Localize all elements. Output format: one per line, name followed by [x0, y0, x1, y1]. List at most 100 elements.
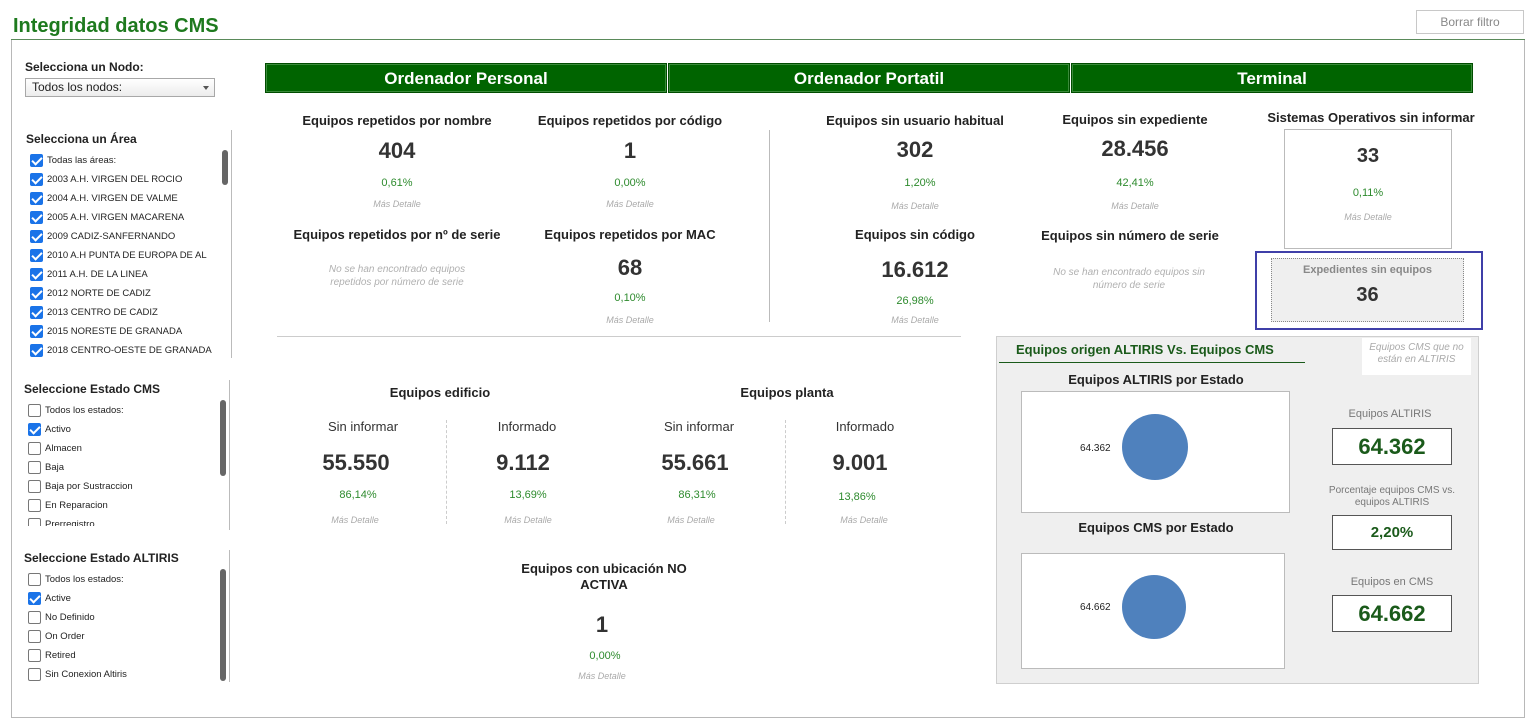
- checkbox-checked-icon[interactable]: [30, 249, 43, 262]
- area-item-label: 2003 A.H. VIRGEN DEL ROCIO: [47, 174, 183, 185]
- cms-total-value: 64.662: [1332, 595, 1452, 632]
- area-item[interactable]: 2003 A.H. VIRGEN DEL ROCIO: [30, 170, 220, 189]
- checkbox-unchecked-icon[interactable]: [28, 404, 41, 417]
- tab-ordenador-portatil[interactable]: Ordenador Portatil: [668, 63, 1070, 93]
- estado-cms-item[interactable]: Prerregistro: [28, 515, 218, 526]
- checkbox-checked-icon[interactable]: [30, 306, 43, 319]
- area-item[interactable]: 2012 NORTE DE CADIZ: [30, 284, 220, 303]
- checkbox-unchecked-icon[interactable]: [28, 668, 41, 681]
- kpi-rep-nombre-more-link[interactable]: Más Detalle: [373, 199, 421, 209]
- cms-pie-slice[interactable]: [1122, 575, 1186, 639]
- checkbox-checked-icon[interactable]: [30, 230, 43, 243]
- planta-sin-informar-more-link[interactable]: Más Detalle: [667, 515, 715, 525]
- estado-altiris-scrollbar[interactable]: [220, 569, 226, 681]
- kpi-so-more-link[interactable]: Más Detalle: [1344, 212, 1392, 222]
- kpi-rep-codigo-more-link[interactable]: Más Detalle: [606, 199, 654, 209]
- estado-cms-scrollbar[interactable]: [220, 400, 226, 476]
- tab-ordenador-personal[interactable]: Ordenador Personal: [265, 63, 667, 93]
- checkbox-unchecked-icon[interactable]: [28, 480, 41, 493]
- area-item[interactable]: 2015 NORESTE DE GRANADA: [30, 322, 220, 341]
- estado-cms-item[interactable]: Baja: [28, 458, 218, 477]
- cms-pie-label: 64.662: [1080, 602, 1111, 613]
- checkbox-checked-icon[interactable]: [30, 211, 43, 224]
- altiris-pie-slice[interactable]: [1122, 414, 1188, 480]
- exp-sin-equipos-card[interactable]: [1271, 258, 1464, 322]
- kpi-sin-usuario-more-link[interactable]: Más Detalle: [891, 201, 939, 211]
- area-item[interactable]: 2010 A.H PUNTA DE EUROPA DE AL: [30, 246, 220, 265]
- area-item[interactable]: 2013 CENTRO DE CADIZ: [30, 303, 220, 322]
- checkbox-unchecked-icon[interactable]: [28, 630, 41, 643]
- ubicacion-more-link[interactable]: Más Detalle: [578, 671, 626, 681]
- nodo-select[interactable]: Todos los nodos:: [25, 78, 215, 97]
- edificio-informado-label: Informado: [497, 419, 557, 434]
- estado-altiris-item-label: Sin Conexion Altiris: [45, 669, 127, 680]
- edificio-informado-more-link[interactable]: Más Detalle: [504, 515, 552, 525]
- area-item-label: 2004 A.H. VIRGEN DE VALME: [47, 193, 178, 204]
- estado-cms-item[interactable]: En Reparacion: [28, 496, 218, 515]
- checkbox-checked-icon[interactable]: [30, 325, 43, 338]
- area-item-label: 2005 A.H. VIRGEN MACARENA: [47, 212, 185, 223]
- planta-informado-more-link[interactable]: Más Detalle: [840, 515, 888, 525]
- altiris-total-value: 64.362: [1332, 428, 1452, 465]
- area-item[interactable]: 2004 A.H. VIRGEN DE VALME: [30, 189, 220, 208]
- area-item-label: 2018 CENTRO-OESTE DE GRANADA: [47, 345, 212, 356]
- kpi-sin-codigo-more-link[interactable]: Más Detalle: [891, 315, 939, 325]
- altiris-pie-chart: 64.362: [1021, 391, 1290, 513]
- checkbox-unchecked-icon[interactable]: [28, 649, 41, 662]
- edificio-title: Equipos edificio: [389, 385, 491, 400]
- kpi-rep-serie-empty: No se han encontrado equipos repetidos p…: [328, 264, 466, 288]
- checkbox-unchecked-icon[interactable]: [28, 499, 41, 512]
- checkbox-unchecked-icon[interactable]: [28, 518, 41, 526]
- checkbox-checked-icon[interactable]: [30, 287, 43, 300]
- checkbox-checked-icon[interactable]: [28, 423, 41, 436]
- checkbox-checked-icon[interactable]: [30, 154, 43, 167]
- planta-sin-informar-value: 55.661: [661, 450, 729, 475]
- area-item[interactable]: Todas las áreas:: [30, 151, 220, 170]
- cms-not-in-altiris-note[interactable]: Equipos CMS que no están en ALTIRIS: [1362, 338, 1471, 375]
- checkbox-unchecked-icon[interactable]: [28, 611, 41, 624]
- estado-altiris-item[interactable]: On Order: [28, 627, 218, 646]
- checkbox-unchecked-icon[interactable]: [28, 573, 41, 586]
- checkbox-checked-icon[interactable]: [28, 592, 41, 605]
- estado-altiris-item[interactable]: Retired: [28, 646, 218, 665]
- checkbox-unchecked-icon[interactable]: [28, 442, 41, 455]
- kpi-sin-expediente-more-link[interactable]: Más Detalle: [1111, 201, 1159, 211]
- checkbox-checked-icon[interactable]: [30, 192, 43, 205]
- altiris-chart-title: Equipos ALTIRIS por Estado: [1068, 372, 1244, 387]
- checkbox-unchecked-icon[interactable]: [28, 461, 41, 474]
- ubicacion-value: 1: [595, 612, 609, 637]
- area-item-label: 2011 A.H. DE LA LINEA: [47, 269, 148, 280]
- edificio-sin-informar-more-link[interactable]: Más Detalle: [331, 515, 379, 525]
- checkbox-checked-icon[interactable]: [30, 268, 43, 281]
- area-item[interactable]: 2018 CENTRO-OESTE DE GRANADA: [30, 341, 220, 360]
- kpi-rep-mac-more-link[interactable]: Más Detalle: [606, 315, 654, 325]
- estado-altiris-item[interactable]: Todos los estados:: [28, 570, 218, 589]
- cms-pie-chart: 64.662: [1021, 553, 1285, 669]
- planta-divider: [785, 420, 786, 524]
- estado-cms-item[interactable]: Baja por Sustraccion: [28, 477, 218, 496]
- planta-informado-pct: 13,86%: [838, 491, 876, 503]
- estado-altiris-item[interactable]: Sin Conexion Altiris: [28, 665, 218, 684]
- checkbox-checked-icon[interactable]: [30, 344, 43, 357]
- kpi-rep-mac-value: 68: [617, 255, 643, 280]
- area-scrollbar[interactable]: [222, 150, 228, 185]
- ubicacion-pct: 0,00%: [589, 650, 621, 662]
- kpi-column-divider: [769, 130, 770, 322]
- estado-altiris-item-label: Active: [45, 593, 71, 604]
- tab-terminal[interactable]: Terminal: [1071, 63, 1473, 93]
- estado-altiris-item[interactable]: Active: [28, 589, 218, 608]
- area-item-label: Todas las áreas:: [47, 155, 117, 166]
- estado-cms-item[interactable]: Activo: [28, 420, 218, 439]
- altiris-vs-cms-title-rule: [999, 362, 1305, 363]
- area-item[interactable]: 2009 CADIZ-SANFERNANDO: [30, 227, 220, 246]
- planta-informado-label: Informado: [835, 419, 895, 434]
- clear-filter-button[interactable]: Borrar filtro: [1416, 10, 1524, 34]
- page-title: Integridad datos CMS: [13, 15, 219, 37]
- area-item-label: 2013 CENTRO DE CADIZ: [47, 307, 158, 318]
- estado-cms-item[interactable]: Todos los estados:: [28, 401, 218, 420]
- estado-cms-item[interactable]: Almacen: [28, 439, 218, 458]
- area-item[interactable]: 2011 A.H. DE LA LINEA: [30, 265, 220, 284]
- estado-altiris-item[interactable]: No Definido: [28, 608, 218, 627]
- checkbox-checked-icon[interactable]: [30, 173, 43, 186]
- area-item[interactable]: 2005 A.H. VIRGEN MACARENA: [30, 208, 220, 227]
